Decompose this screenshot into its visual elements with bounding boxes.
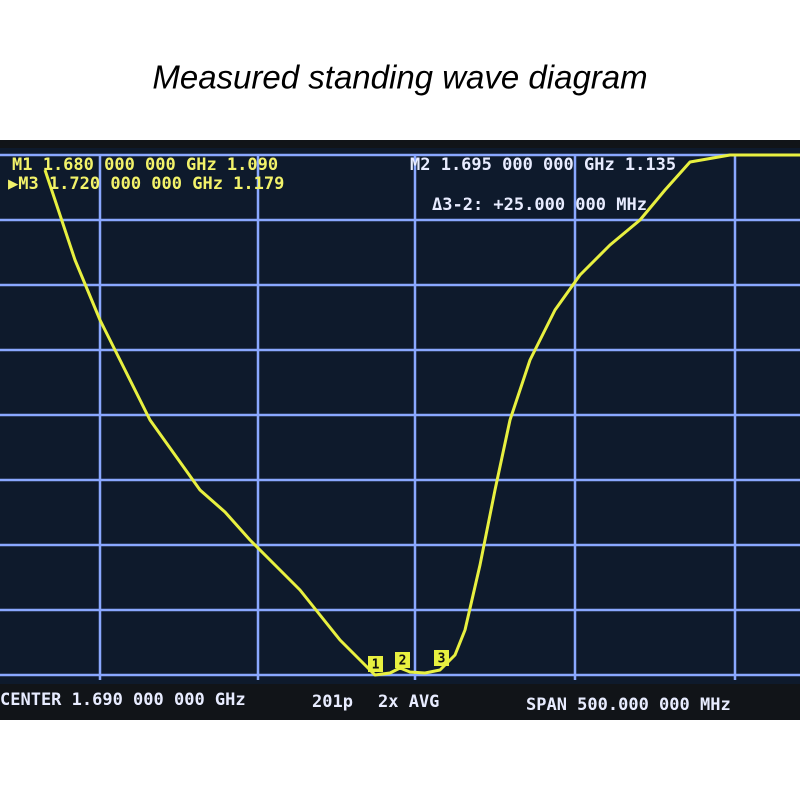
marker-tag-label: 2: [399, 654, 407, 669]
grid: [0, 153, 800, 680]
marker-tags: 1 2 3: [368, 650, 449, 673]
marker-readout: M2 1.695 000 000 GHz 1.135: [410, 155, 676, 175]
marker-tag: [434, 650, 449, 666]
span: SPAN 500.000 000 MHz: [526, 695, 731, 715]
footer: CENTER 1.690 000 000 GHz 201p 2x AVG SPA…: [0, 690, 731, 715]
delta-readout: Δ3-2: +25.000 000 MHz: [432, 195, 647, 215]
averaging: 2x AVG: [378, 692, 439, 712]
marker-readout: M1 1.680 000 000 GHz 1.090: [12, 155, 278, 175]
title: Measured standing wave diagram: [152, 59, 647, 96]
marker-tag: [368, 656, 383, 672]
marker-tag-label: 3: [438, 652, 446, 667]
center-freq: CENTER 1.690 000 000 GHz: [0, 690, 246, 710]
marker-tag: [395, 652, 410, 668]
points: 201p: [312, 692, 353, 712]
marker-readout: ▶M3 1.720 000 000 GHz 1.179: [8, 174, 284, 194]
screen-text: M1 1.680 000 000 GHz 1.090 M2 1.695 000 …: [8, 155, 676, 215]
marker-tag-label: 1: [372, 658, 380, 673]
